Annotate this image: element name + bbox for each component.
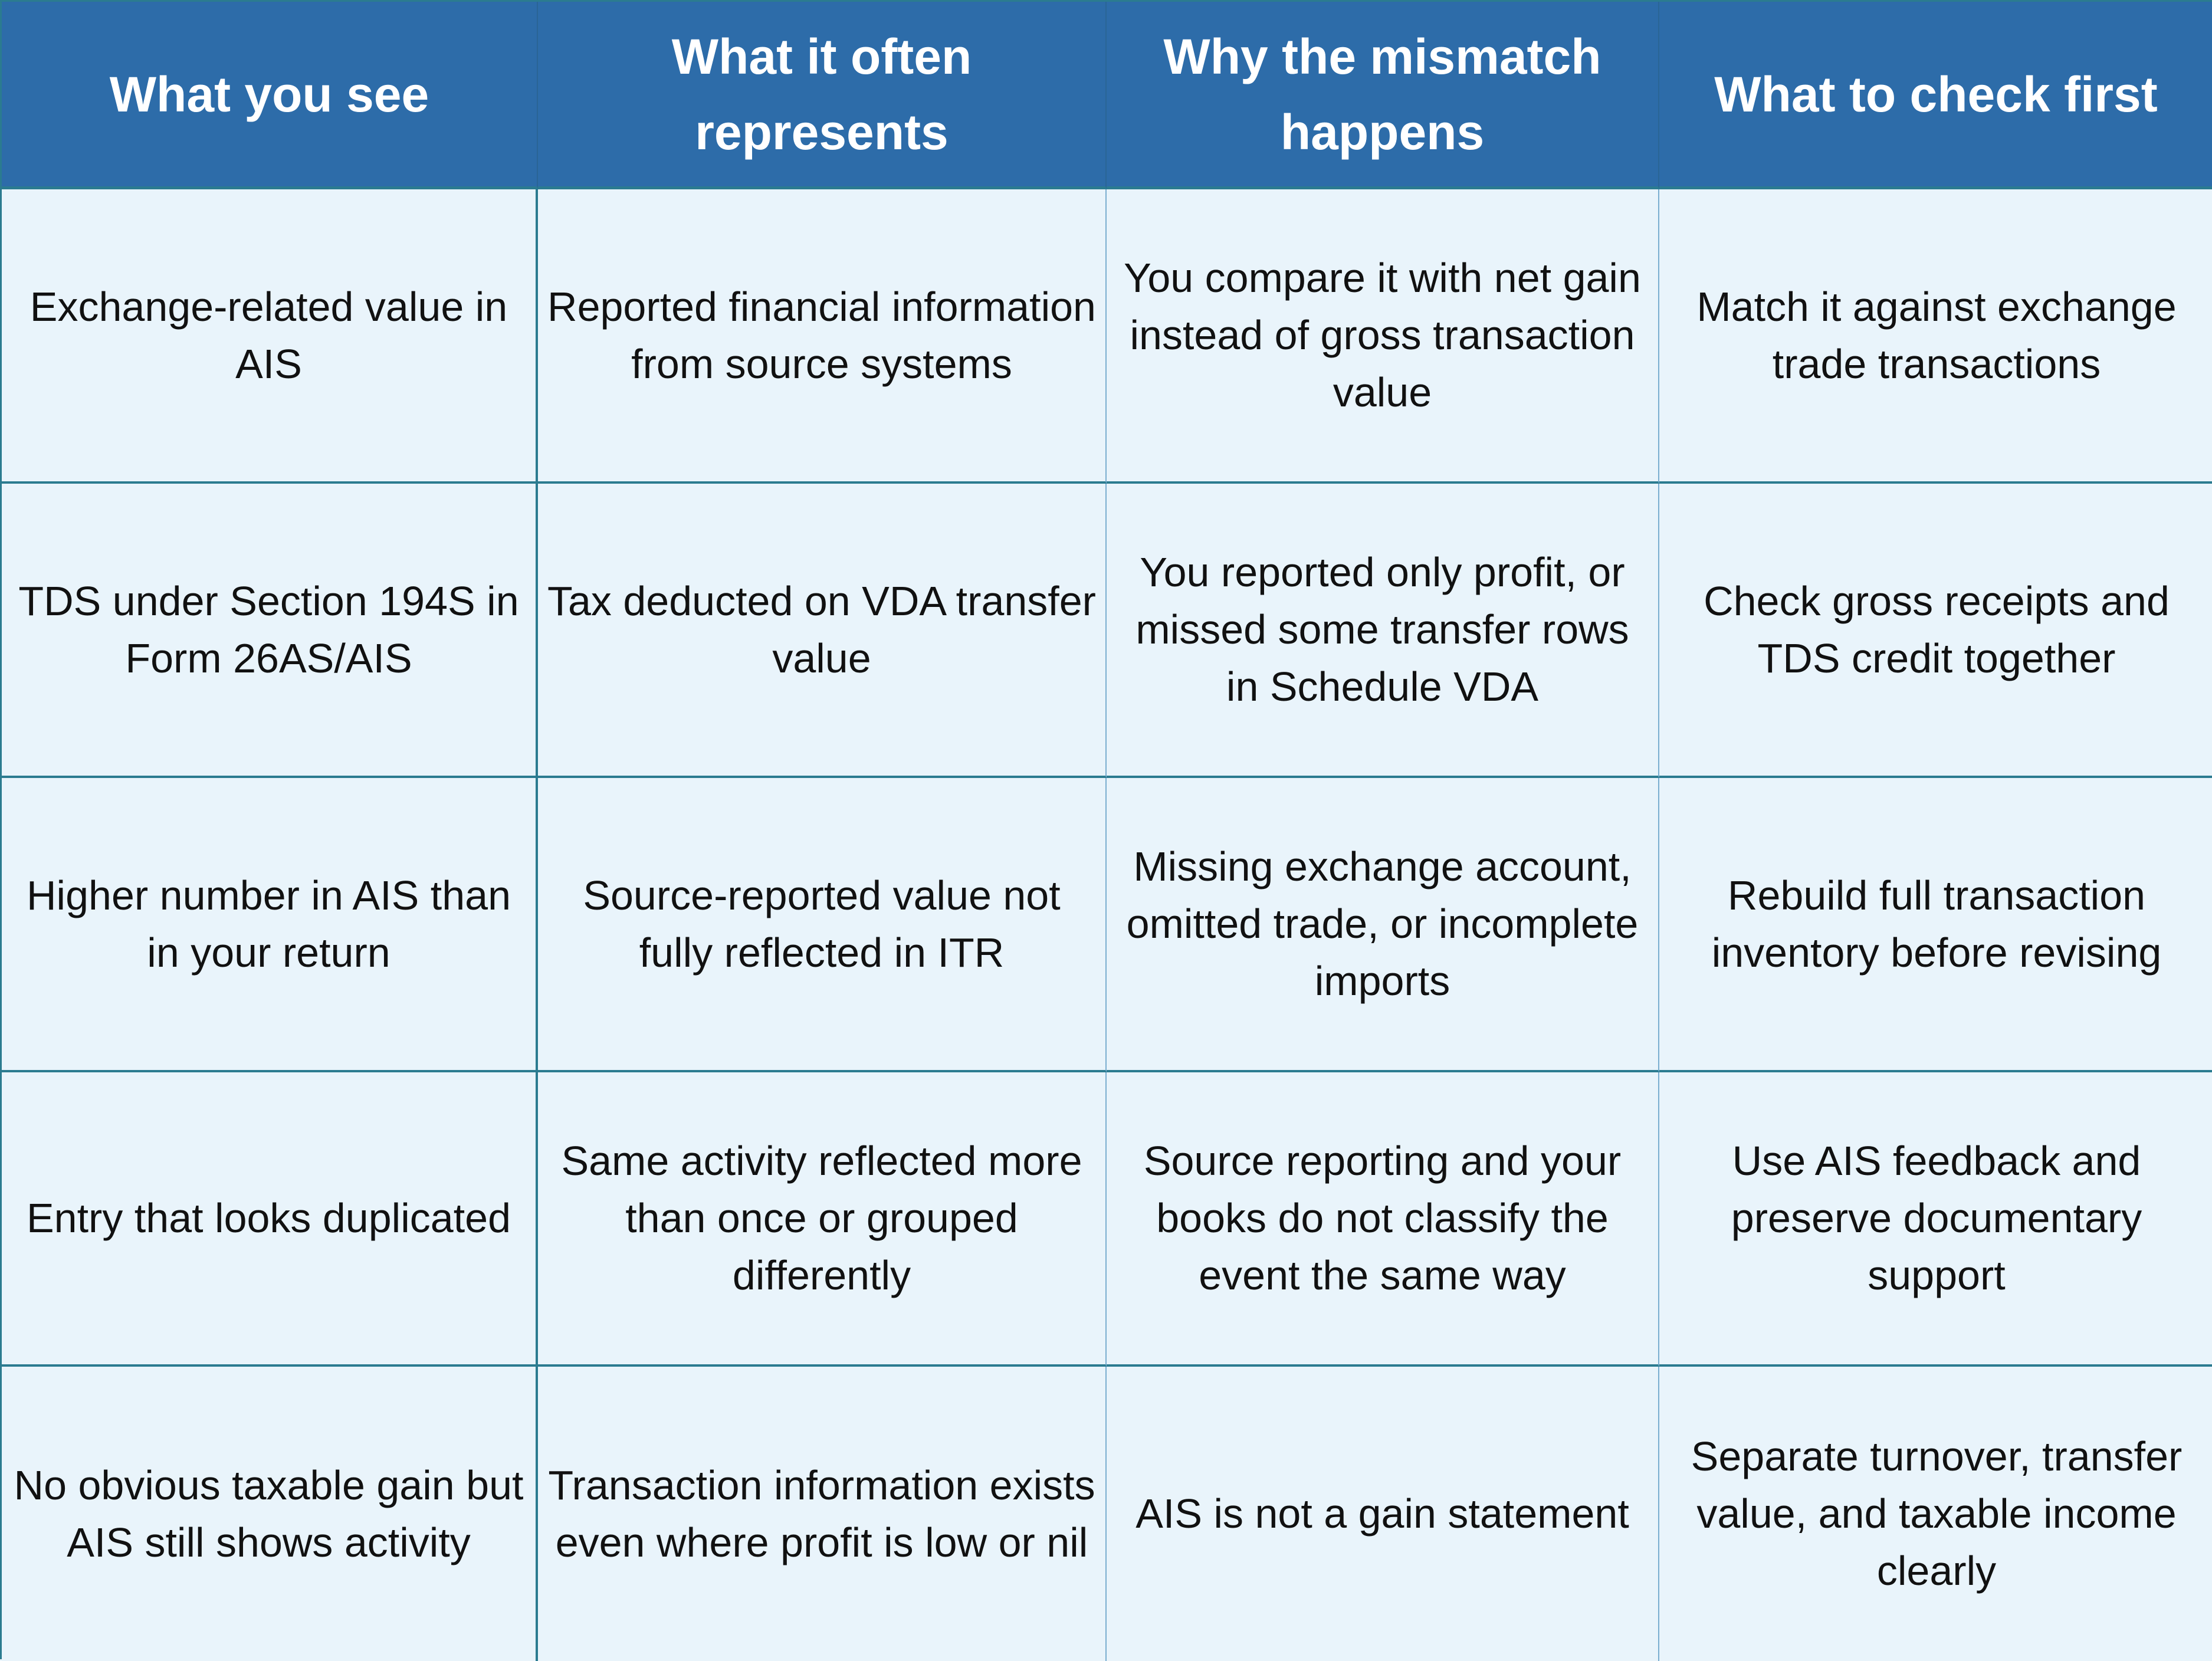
table-cell: TDS under Section 194S in Form 26AS/AIS — [2, 484, 538, 778]
cell-text: Check gross receipts and TDS credit toge… — [1704, 577, 2170, 681]
table-cell: Match it against exchange trade transact… — [1659, 189, 2212, 484]
column-header-what-it-represents: What it often represents — [538, 2, 1107, 189]
cell-text: Exchange-related value in AIS — [29, 283, 508, 387]
cell-text: Same activity reflected more than once o… — [561, 1138, 1082, 1298]
table-cell: You compare it with net gain instead of … — [1107, 189, 1659, 484]
cell-text: Rebuild full transaction inventory befor… — [1711, 872, 2162, 976]
column-header-why-mismatch: Why the mismatch happens — [1107, 2, 1659, 189]
table-cell: Rebuild full transaction inventory befor… — [1659, 778, 2212, 1072]
cell-text: Entry that looks duplicated — [26, 1195, 511, 1241]
table-cell: You reported only profit, or missed some… — [1107, 484, 1659, 778]
cell-text: Transaction information exists even wher… — [548, 1462, 1095, 1565]
column-header-what-to-check: What to check first — [1659, 2, 2212, 189]
column-header-what-you-see: What you see — [2, 2, 538, 189]
table-cell: Source reporting and your books do not c… — [1107, 1072, 1659, 1367]
table-cell: Check gross receipts and TDS credit toge… — [1659, 484, 2212, 778]
cell-text: You reported only profit, or missed some… — [1135, 549, 1629, 710]
cell-text: TDS under Section 194S in Form 26AS/AIS — [18, 577, 519, 681]
table-cell: Use AIS feedback and preserve documentar… — [1659, 1072, 2212, 1367]
cell-text: Missing exchange account, omitted trade,… — [1126, 843, 1639, 1004]
header-label: Why the mismatch happens — [1163, 28, 1601, 160]
table-cell: Transaction information exists even wher… — [538, 1367, 1107, 1661]
cell-text: Reported financial information from sour… — [547, 283, 1096, 387]
cell-text: Use AIS feedback and preserve documentar… — [1731, 1138, 2142, 1298]
table-cell: Exchange-related value in AIS — [2, 189, 538, 484]
cell-text: Separate turnover, transfer value, and t… — [1691, 1433, 2183, 1594]
table-cell: Reported financial information from sour… — [538, 189, 1107, 484]
table-cell: Same activity reflected more than once o… — [538, 1072, 1107, 1367]
cell-text: No obvious taxable gain but AIS still sh… — [14, 1462, 524, 1565]
table-cell: No obvious taxable gain but AIS still sh… — [2, 1367, 538, 1661]
header-label: What to check first — [1714, 66, 2158, 122]
cell-text: Tax deducted on VDA transfer value — [547, 577, 1096, 681]
table-cell: Missing exchange account, omitted trade,… — [1107, 778, 1659, 1072]
table-cell: Tax deducted on VDA transfer value — [538, 484, 1107, 778]
cell-text: Source reporting and your books do not c… — [1143, 1138, 1622, 1298]
cell-text: Source-reported value not fully reflecte… — [583, 872, 1061, 976]
table-cell: Higher number in AIS than in your return — [2, 778, 538, 1072]
header-label: What you see — [109, 66, 429, 122]
cell-text: Match it against exchange trade transact… — [1696, 283, 2177, 387]
cell-text: AIS is not a gain statement — [1135, 1491, 1629, 1537]
table-cell: Entry that looks duplicated — [2, 1072, 538, 1367]
table-cell: AIS is not a gain statement — [1107, 1367, 1659, 1661]
table-cell: Separate turnover, transfer value, and t… — [1659, 1367, 2212, 1661]
cell-text: You compare it with net gain instead of … — [1124, 255, 1641, 415]
table-cell: Source-reported value not fully reflecte… — [538, 778, 1107, 1072]
header-label: What it often represents — [671, 28, 972, 160]
cell-text: Higher number in AIS than in your return — [26, 872, 511, 976]
